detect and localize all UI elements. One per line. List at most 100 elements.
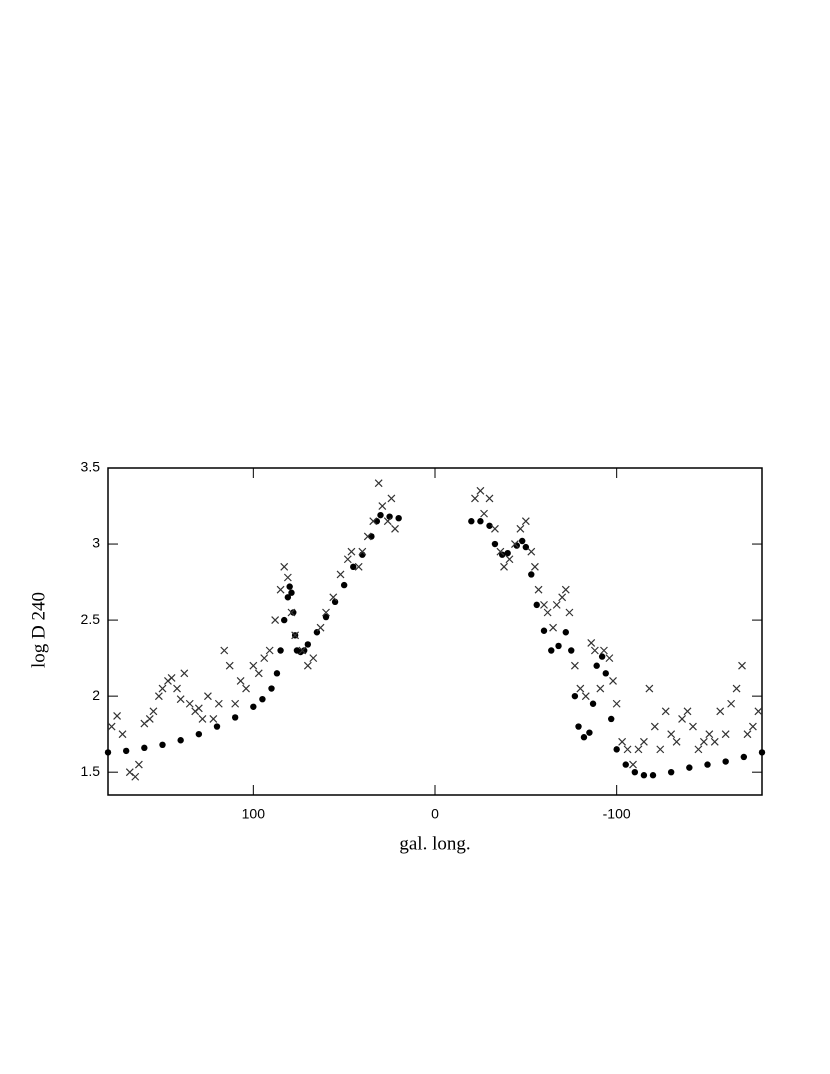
- model-point: [477, 518, 484, 525]
- model-point: [613, 746, 620, 753]
- y-tick-label: 3: [92, 535, 100, 551]
- model-point: [593, 662, 600, 669]
- model-point: [286, 583, 293, 590]
- data-point: [511, 540, 519, 548]
- model-point: [159, 741, 166, 749]
- data-point: [354, 562, 363, 571]
- model-point: [667, 768, 675, 776]
- data-point: [145, 715, 154, 723]
- x-axis-label: gal. long.: [399, 833, 470, 854]
- data-point: [113, 711, 122, 720]
- data-point: [158, 684, 167, 693]
- x-tick-label: 100: [242, 806, 266, 822]
- model-point: [250, 703, 257, 710]
- data-point: [645, 684, 654, 693]
- data-point: [291, 631, 300, 640]
- data-point: [220, 646, 229, 655]
- data-point: [667, 730, 676, 739]
- data-point: [612, 699, 621, 708]
- model-point: [288, 589, 295, 596]
- data-point: [265, 646, 274, 655]
- y-tick-label: 3.5: [81, 459, 101, 475]
- data-point: [209, 715, 218, 723]
- model-point: [504, 549, 511, 557]
- data-point: [743, 730, 752, 739]
- model-point: [290, 609, 297, 616]
- data-point: [118, 730, 127, 739]
- model-point: [533, 601, 540, 609]
- data-point: [271, 616, 280, 625]
- data-point: [727, 699, 736, 708]
- data-point: [391, 524, 399, 533]
- model-point: [281, 616, 288, 624]
- model-point: [259, 695, 266, 703]
- data-point: [131, 772, 140, 781]
- model-point: [304, 641, 312, 648]
- y-tick-label: 2: [92, 687, 100, 703]
- data-point: [558, 593, 567, 602]
- data-point: [471, 494, 479, 503]
- model-point: [580, 734, 588, 741]
- data-point: [748, 722, 757, 731]
- data-point: [125, 768, 134, 777]
- model-point: [631, 768, 639, 776]
- model-point: [568, 647, 575, 654]
- data-point: [303, 661, 312, 670]
- data-point: [605, 654, 614, 663]
- model-point: [649, 772, 657, 779]
- data-point: [485, 494, 494, 503]
- model-point: [562, 629, 569, 636]
- model-point: [555, 642, 562, 650]
- model-point: [313, 629, 321, 636]
- model-point: [602, 670, 609, 677]
- data-point: [134, 760, 143, 769]
- data-point: [534, 585, 543, 594]
- data-point: [491, 524, 499, 533]
- data-point: [683, 707, 692, 716]
- data-point: [629, 760, 637, 769]
- data-point: [242, 684, 250, 693]
- model-point: [589, 700, 597, 707]
- model-point: [722, 758, 729, 765]
- data-point: [322, 608, 330, 617]
- model-point: [340, 581, 348, 589]
- model-point: [622, 761, 629, 768]
- model-point: [268, 685, 275, 692]
- y-tick-label: 1.5: [81, 763, 101, 779]
- model-point: [395, 514, 402, 522]
- data-point: [552, 600, 561, 609]
- data-point: [650, 722, 659, 731]
- data-point: [173, 684, 181, 693]
- data-point: [710, 737, 719, 746]
- x-tick-label: -100: [603, 806, 631, 822]
- data-point: [496, 547, 505, 556]
- data-point: [600, 646, 608, 655]
- data-point: [521, 517, 530, 526]
- data-point: [309, 654, 318, 663]
- model-point: [231, 714, 239, 721]
- data-point: [283, 573, 292, 582]
- data-point: [198, 715, 207, 723]
- model-point: [213, 723, 221, 730]
- data-point: [500, 562, 508, 571]
- data-point: [343, 555, 352, 564]
- data-point: [716, 707, 725, 716]
- model-point: [322, 613, 330, 621]
- data-point: [176, 695, 185, 704]
- data-point: [225, 661, 234, 670]
- data-point: [672, 737, 681, 746]
- data-point: [721, 730, 730, 739]
- model-point: [377, 511, 384, 519]
- model-point: [350, 563, 357, 571]
- plot-frame: [107, 467, 763, 796]
- model-point: [571, 692, 579, 700]
- data-point: [203, 692, 212, 701]
- data-point: [276, 585, 285, 594]
- data-point: [185, 699, 194, 708]
- data-point: [149, 707, 158, 716]
- data-point: [336, 570, 345, 579]
- model-point: [195, 730, 203, 738]
- data-point: [581, 692, 590, 701]
- data-point: [358, 547, 367, 556]
- model-point: [586, 729, 593, 736]
